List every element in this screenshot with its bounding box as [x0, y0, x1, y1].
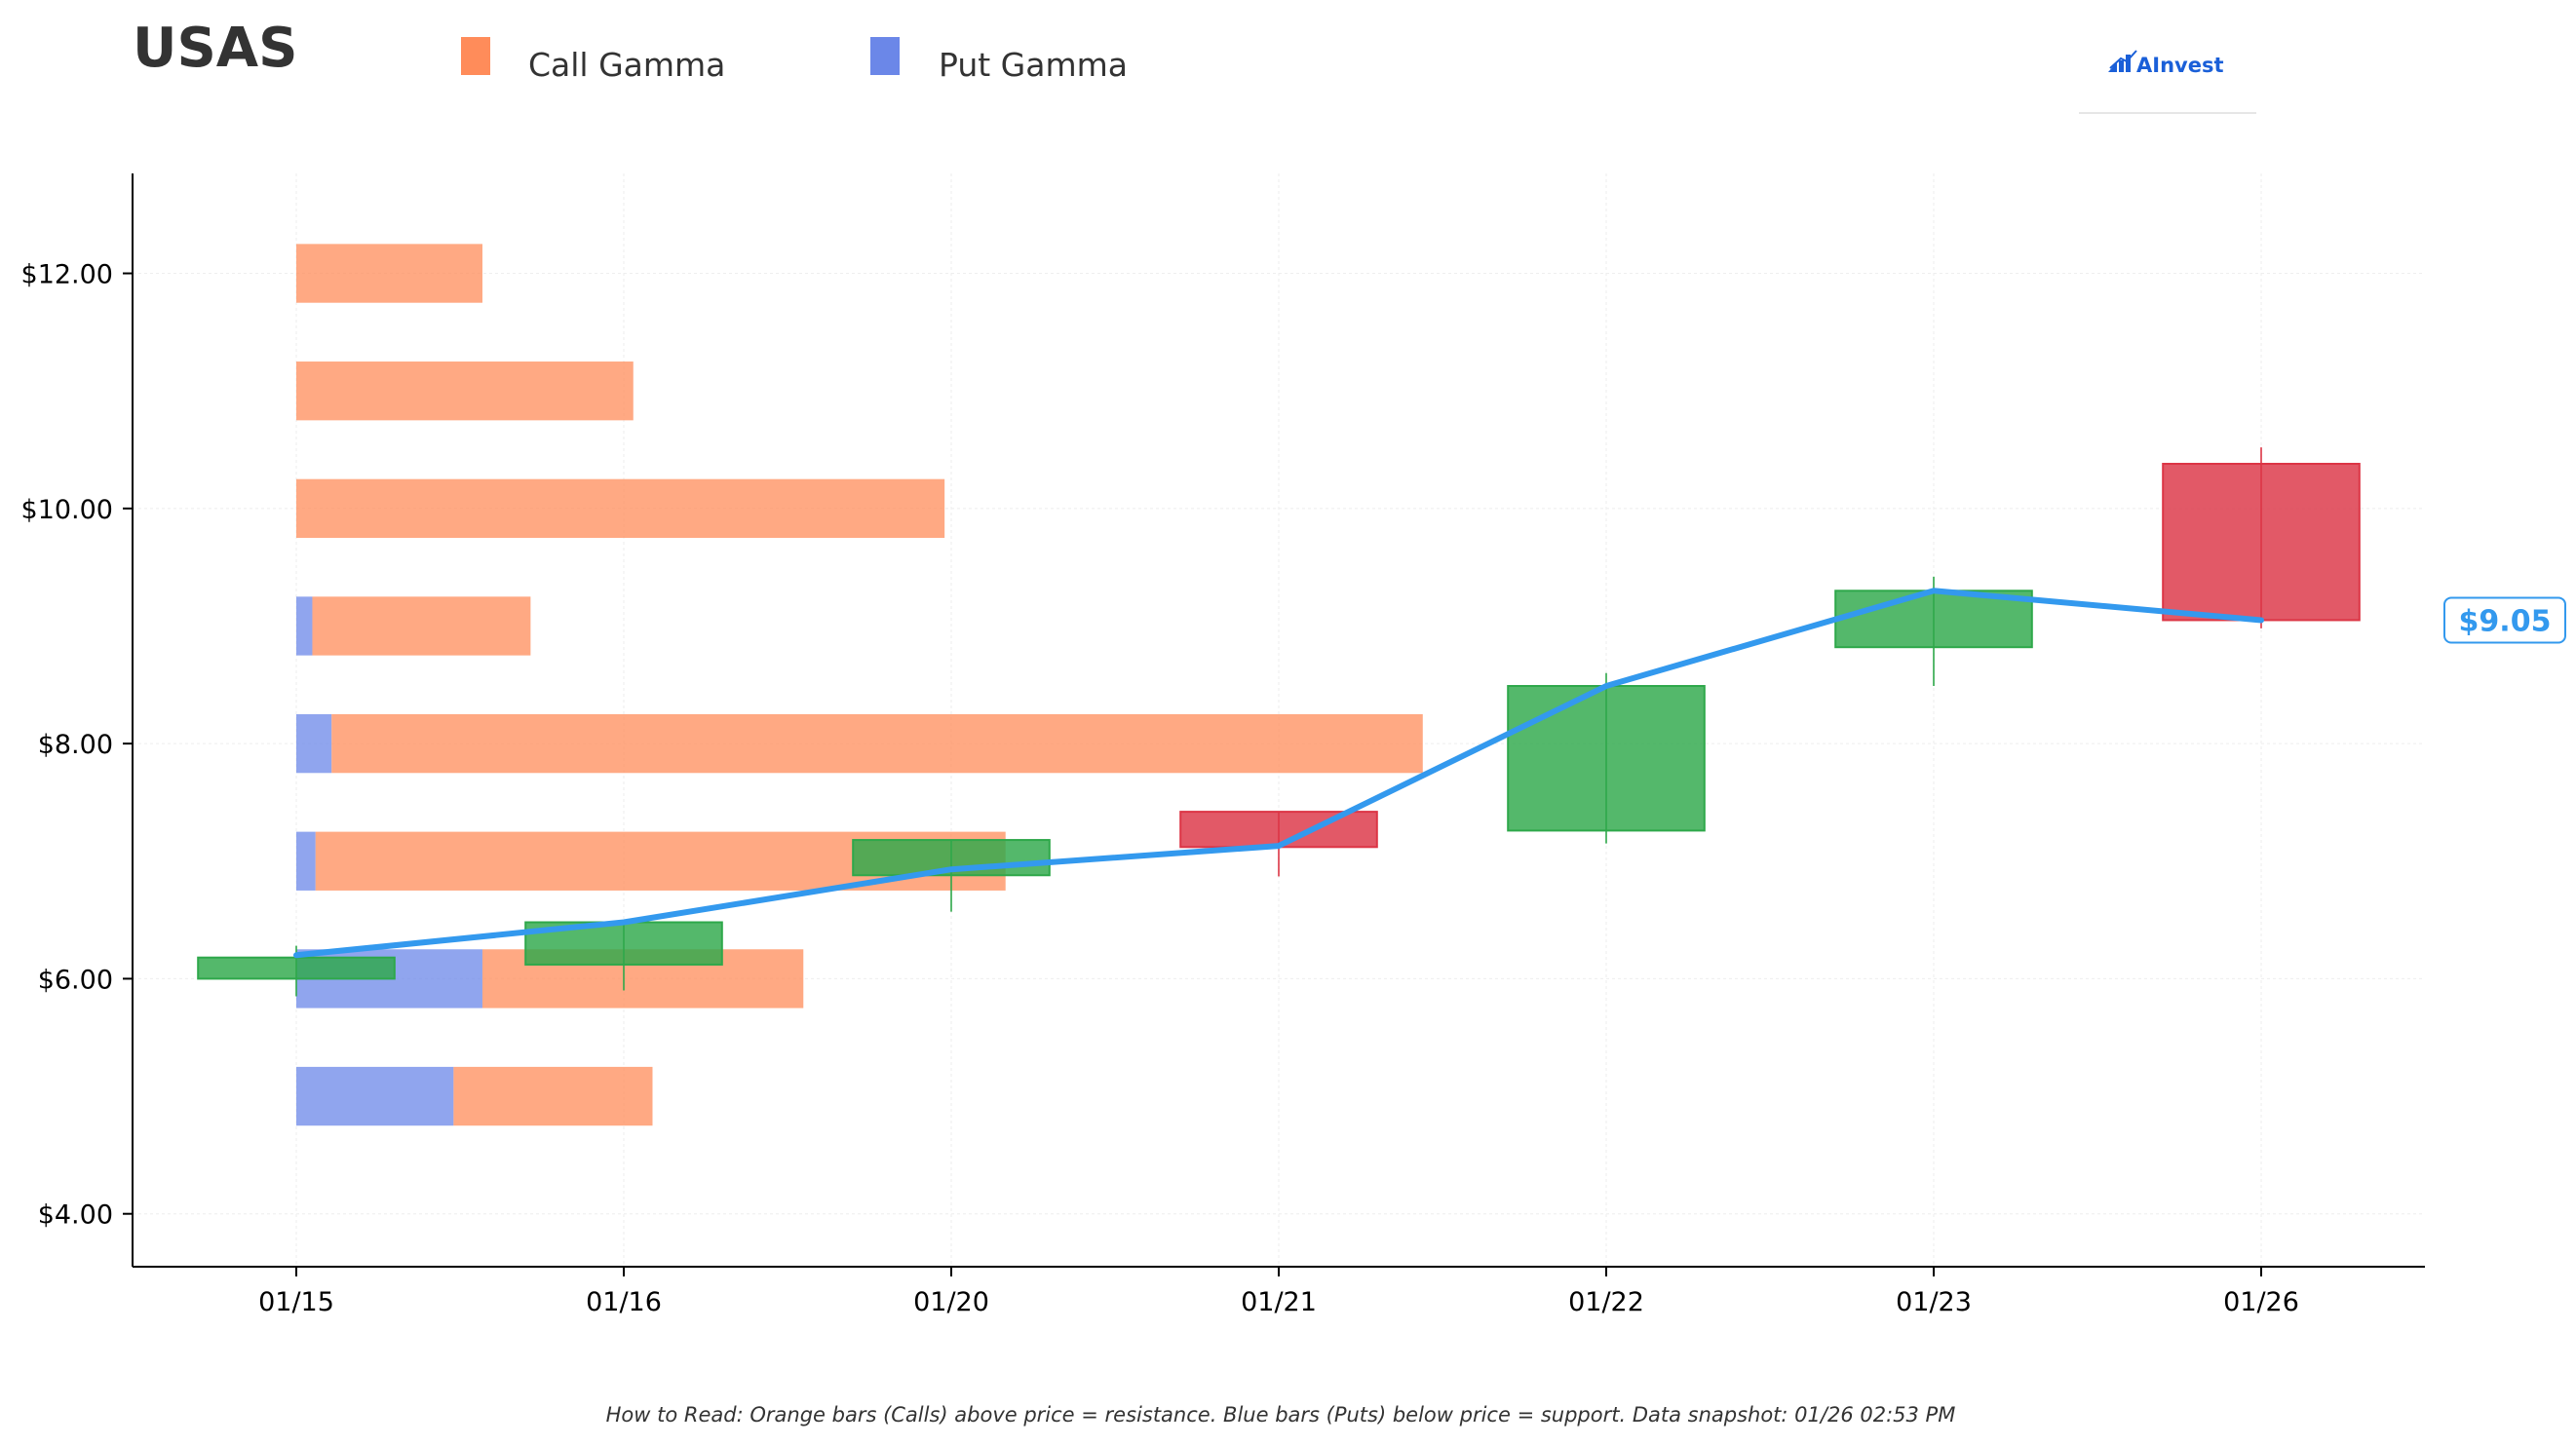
axes: $4.00 $6.00 $8.00 $10.00 $12.00 01/15 01/16 01/…	[21, 173, 2425, 1317]
candlesticks	[197, 447, 2361, 997]
legend-put-label: Put Gamma	[939, 46, 1128, 84]
legend-put-swatch	[870, 37, 900, 75]
current-price-tag: $9.05	[2443, 596, 2566, 644]
x-tick-label: 01/26	[2223, 1287, 2299, 1317]
put-gamma-bar	[296, 713, 332, 774]
candle-down	[1179, 811, 1378, 849]
y-tick-label: $12.00	[21, 260, 113, 290]
candle-up	[852, 839, 1051, 877]
x-tick-label: 01/15	[258, 1287, 334, 1317]
current-price-box	[2443, 596, 2566, 644]
x-tick-label: 01/16	[586, 1287, 662, 1317]
call-gamma-bar	[296, 244, 482, 303]
legend-call-swatch	[461, 37, 490, 75]
candle-up	[1834, 590, 2033, 649]
x-tick-label: 01/23	[1896, 1287, 1972, 1317]
candle-up	[197, 956, 396, 980]
price-line-series	[293, 588, 2264, 959]
put-gamma-bar	[296, 831, 316, 891]
logo-text: AInvest	[2136, 54, 2224, 77]
legend-call-label: Call Gamma	[528, 46, 725, 84]
x-tick-label: 01/22	[1568, 1287, 1644, 1317]
gamma-bars	[296, 244, 1423, 1126]
current-price-label: $9.05	[2459, 604, 2552, 638]
y-tick-label: $10.00	[21, 495, 113, 525]
chart-legend: Call Gamma Put Gamma	[461, 37, 1128, 84]
put-gamma-bar	[296, 596, 313, 656]
candle-up	[1507, 685, 1706, 832]
x-tick-label: 01/20	[913, 1287, 989, 1317]
call-gamma-bar	[296, 478, 945, 538]
y-tick-label: $6.00	[38, 965, 113, 995]
y-tick-label: $4.00	[38, 1200, 113, 1231]
x-tick-label: 01/21	[1241, 1287, 1317, 1317]
how-to-read-note: How to Read: Orange bars (Calls) above p…	[606, 1403, 1956, 1427]
call-gamma-bar	[331, 713, 1423, 774]
price-line	[293, 588, 2264, 959]
call-gamma-bar	[312, 596, 531, 656]
logo-chart-icon	[2108, 50, 2137, 72]
call-gamma-bar	[453, 1066, 653, 1126]
candle-down	[2162, 462, 2361, 622]
call-gamma-bar	[296, 362, 634, 421]
put-gamma-bar	[296, 1066, 454, 1126]
y-tick-label: $8.00	[38, 730, 113, 760]
ainvest-logo: AInvest	[2079, 50, 2256, 114]
ticker-title: USAS	[133, 17, 297, 80]
